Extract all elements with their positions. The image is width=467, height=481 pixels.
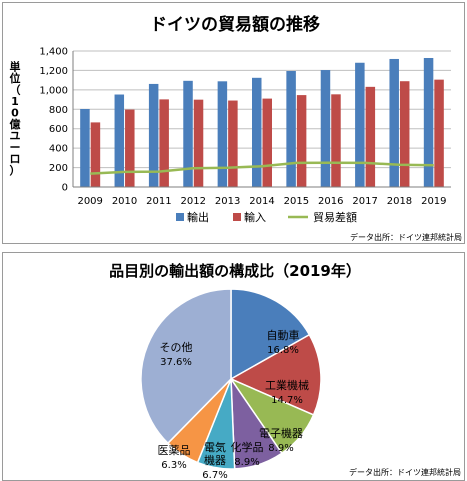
y-tick-label: 400 (49, 144, 68, 155)
trade-chart-panel: ドイツの貿易額の推移 単位（1 0 億ユーロ） 0 200 400 600 800 1,000… (2, 2, 465, 244)
trade-chart-source: データ出所：ドイツ連邦統計局 (350, 232, 462, 242)
legend-label-balance: 貿易差額 (313, 210, 357, 224)
legend-swatch-export (176, 213, 184, 221)
pie-chart-source: データ出所：ドイツ連邦統計局 (349, 467, 461, 477)
import-bar (296, 95, 307, 187)
pie-label-name: 化学品 (231, 440, 264, 454)
y-tick-label: 1,400 (39, 47, 68, 58)
x-tick-label: 2012 (181, 196, 206, 207)
x-tick-label: 2009 (77, 196, 102, 207)
y-axis-label-char: 1 (11, 95, 19, 108)
legend-swatch-import (233, 213, 241, 221)
x-tick-label: 2010 (112, 196, 137, 207)
bars (80, 57, 444, 187)
y-tick-label: 600 (49, 124, 68, 135)
y-axis-label-char: 位 (10, 71, 21, 85)
export-pie-chart: 品目別の輸出額の構成比（2019年） 自動車 16.8% 工業機械 14.7% 電子機器… (109, 262, 461, 481)
import-bar (193, 99, 204, 187)
import-bar (399, 81, 410, 187)
y-tick-label: 200 (49, 163, 68, 174)
pie-label-name: 電気 (204, 440, 226, 454)
import-bar (365, 86, 376, 187)
pie-label-name: 工業機械 (265, 378, 309, 392)
pie-label-value: 14.7% (271, 395, 303, 406)
x-tick-label: 2011 (146, 196, 171, 207)
export-bar (423, 57, 434, 187)
export-pie-panel: 品目別の輸出額の構成比（2019年） 自動車 16.8% 工業機械 14.7% 電子機器… (2, 252, 465, 481)
legend-label-export: 輸出 (187, 210, 209, 224)
export-bar (114, 94, 125, 187)
import-bar (90, 122, 101, 187)
import-bar (159, 99, 169, 187)
pie-label-name: 医薬品 (158, 444, 191, 457)
y-tick-label: 1,200 (39, 66, 68, 77)
pie-label-value: 6.3% (161, 460, 186, 471)
import-bar (331, 94, 341, 187)
import-bar (125, 109, 135, 187)
legend-label-import: 輸入 (244, 210, 266, 224)
y-axis-label-char: 0 (11, 106, 19, 119)
x-tick-label: 2018 (387, 196, 412, 207)
pie-slice-7 (140, 288, 232, 445)
axes: 0 200 400 600 800 1,000 1,200 1,400 2009 2010 2011… (39, 47, 451, 207)
y-axis-label-char: 億 (10, 117, 21, 131)
export-bar (80, 108, 90, 187)
y-tick-label: 1,000 (39, 85, 68, 96)
export-bar (389, 58, 399, 187)
y-axis-label-char: ） (10, 164, 21, 177)
x-tick-label: 2016 (318, 196, 343, 207)
x-tick-label: 2013 (215, 196, 240, 207)
export-bar (148, 83, 159, 187)
y-axis-label-char: 単 (10, 59, 21, 73)
pie-label-name: 自動車 (267, 328, 300, 342)
gridlines (73, 50, 451, 169)
pie-slices (140, 288, 322, 470)
pie-slice-2 (229, 333, 322, 416)
pie-label-name: その他 (160, 341, 193, 354)
pie-chart-title: 品目別の輸出額の構成比（2019年） (109, 262, 361, 280)
x-tick-label: 2014 (249, 196, 274, 207)
balance-line (90, 161, 434, 175)
pie-label-value: 6.7% (202, 470, 227, 481)
pie-label-name: 電子機器 (259, 426, 303, 440)
y-tick-label: 0 (62, 183, 68, 194)
pie-label-name: 機器 (204, 453, 226, 467)
pie-label-value: 8.9% (268, 443, 293, 454)
import-bar (228, 100, 238, 187)
x-tick-label: 2015 (284, 196, 309, 207)
export-bar (286, 71, 296, 187)
y-axis-label-char: ユ (10, 129, 21, 142)
trade-chart-title: ドイツの貿易額の推移 (150, 14, 320, 35)
export-bar (252, 77, 262, 187)
import-bar (434, 79, 444, 187)
export-bar (320, 70, 331, 187)
y-tick-label: 800 (49, 105, 68, 116)
y-axis-label-char: （ (10, 83, 21, 96)
balance-line-path (90, 161, 434, 175)
import-bar (262, 98, 272, 187)
y-axis-label-char: ー (10, 141, 21, 154)
pie-label-value: 37.6% (160, 357, 192, 368)
x-tick-label: 2017 (352, 196, 377, 207)
export-bar (217, 81, 228, 187)
export-bar (183, 80, 193, 187)
legend: 輸出 輸入 貿易差額 (176, 210, 357, 224)
pie-slice-1 (230, 288, 311, 381)
export-bar (355, 62, 365, 187)
x-tick-label: 2019 (421, 196, 446, 207)
pie-label-value: 8.9% (234, 457, 259, 468)
y-axis-label-char: ロ (10, 152, 21, 165)
pie-label-value: 16.8% (267, 345, 299, 356)
